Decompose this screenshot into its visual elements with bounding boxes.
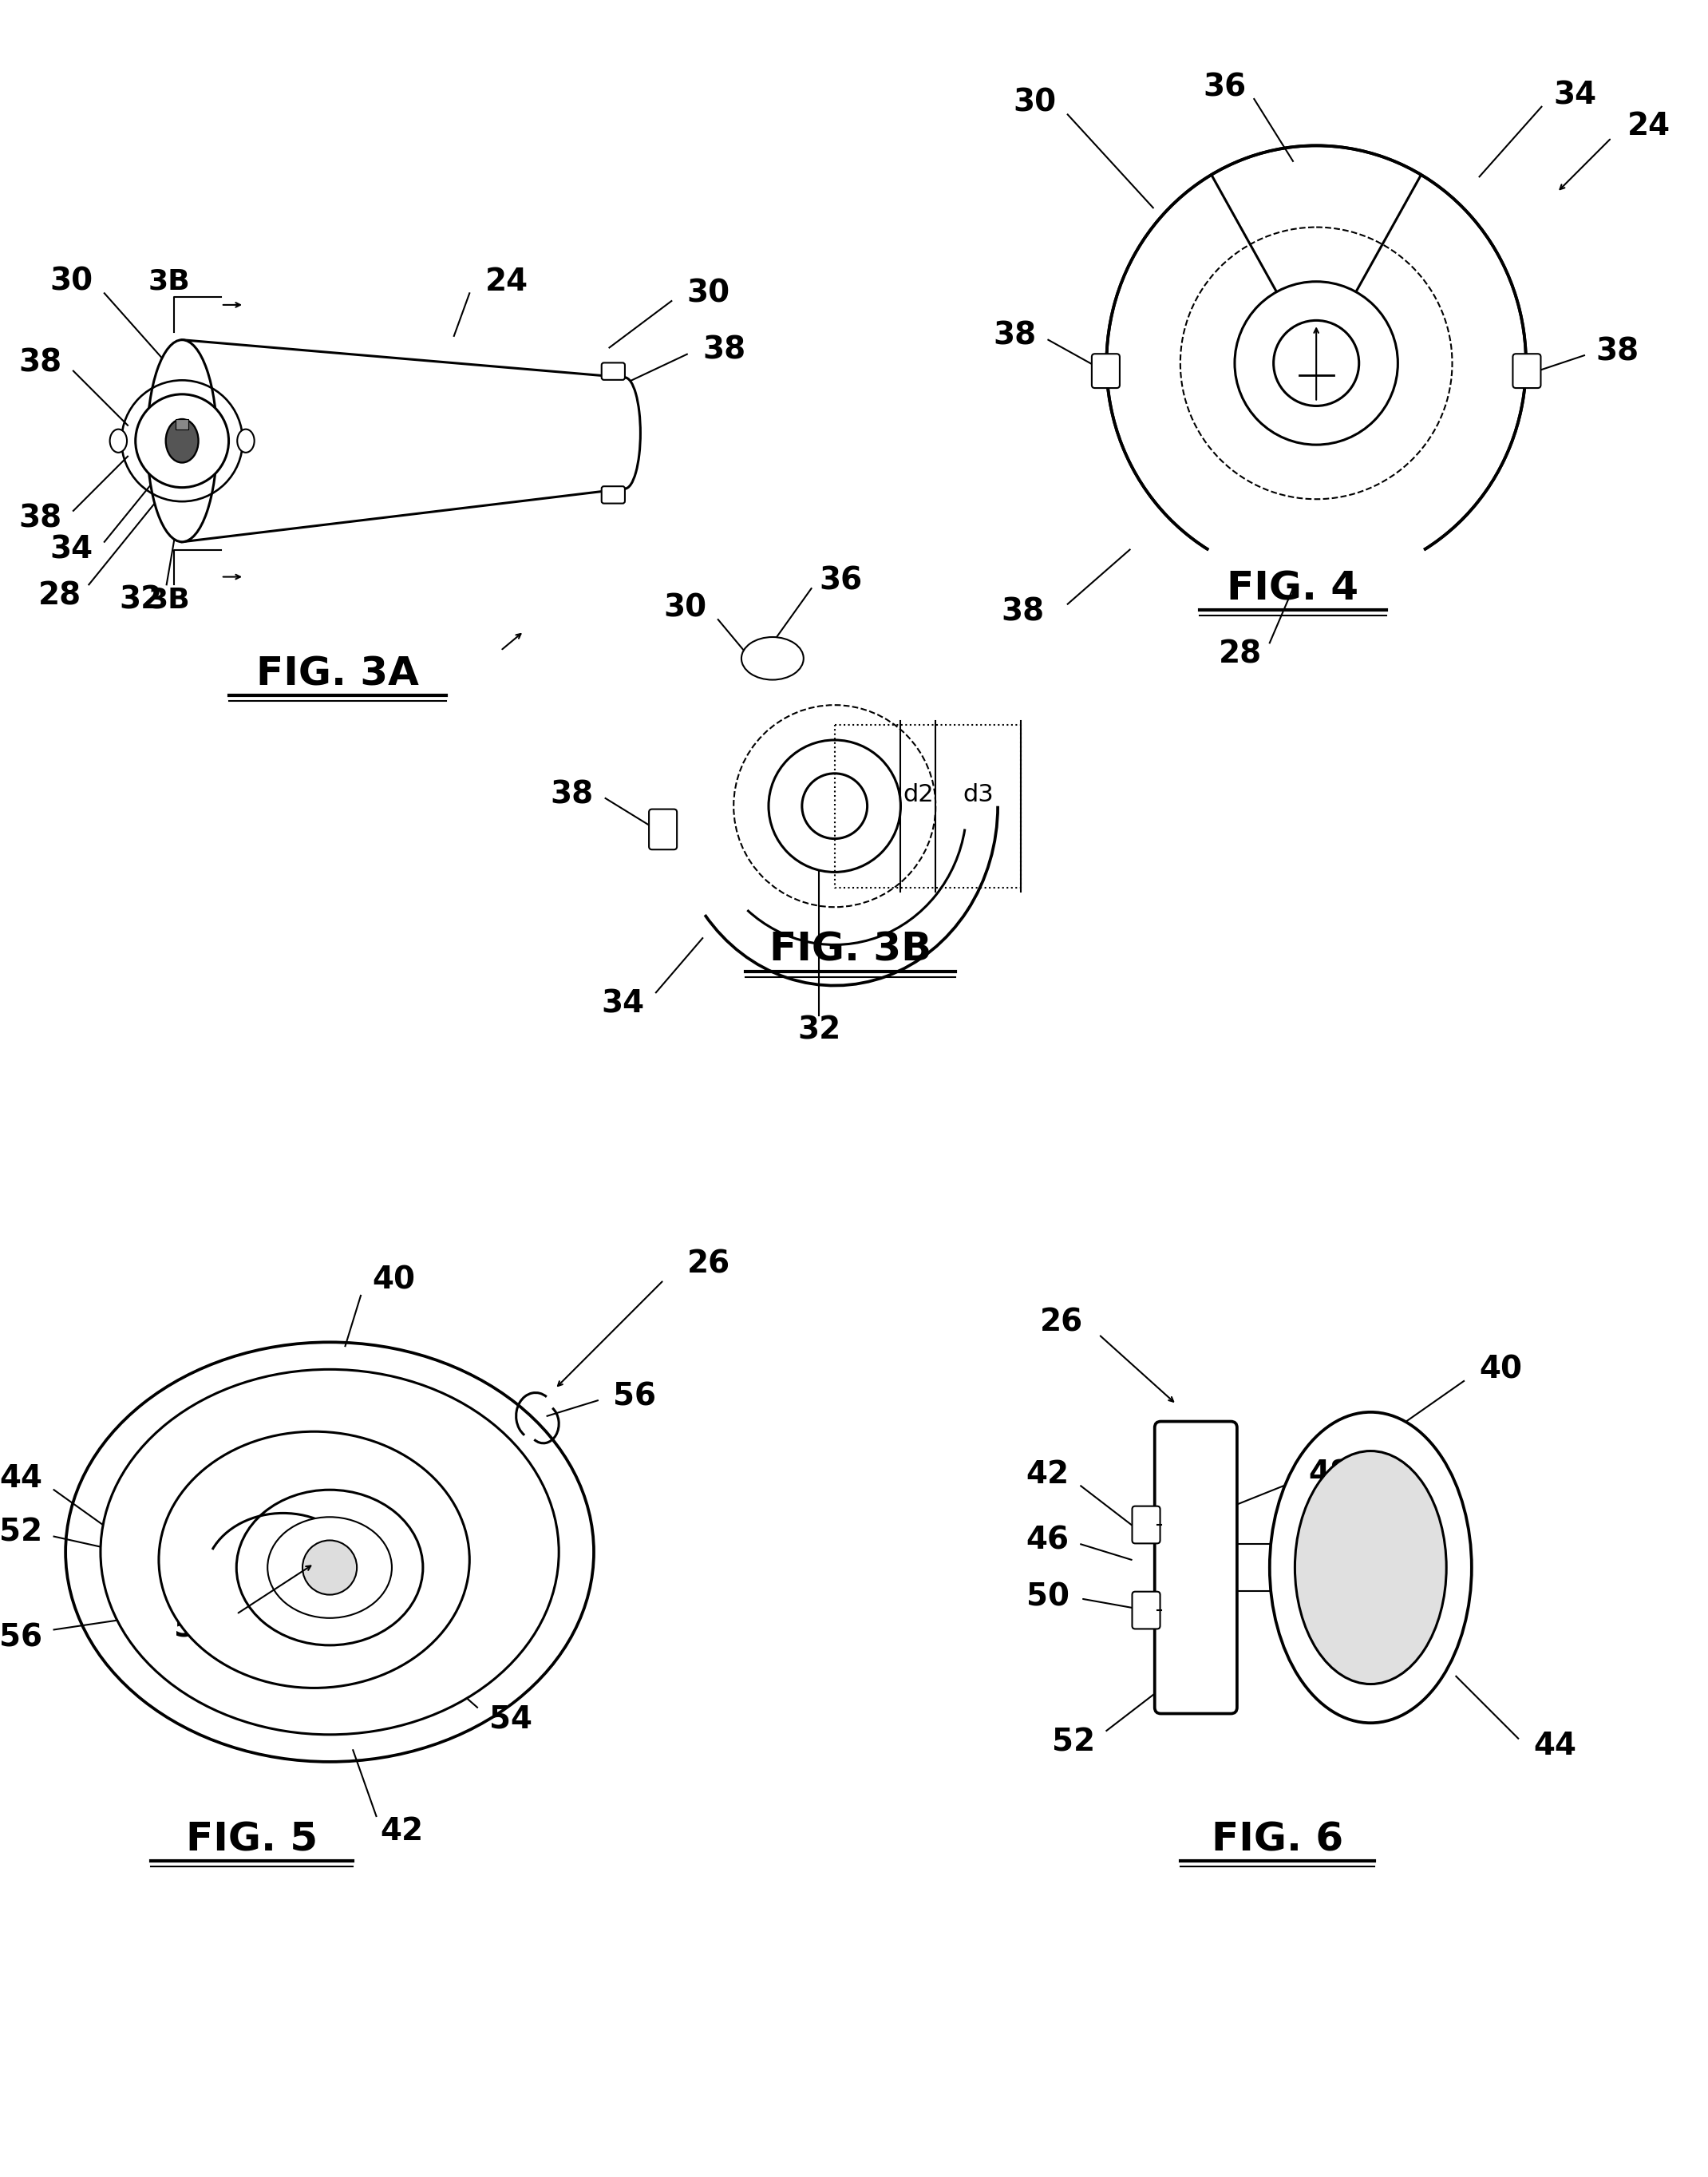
Text: 52: 52 [0,1517,43,1548]
Text: 48: 48 [1308,1459,1351,1489]
Ellipse shape [1107,146,1525,581]
Circle shape [1274,320,1360,405]
Text: 34: 34 [601,988,644,1019]
Text: d3: d3 [963,784,994,805]
Ellipse shape [101,1369,559,1735]
Text: 24: 24 [485,266,528,296]
FancyBboxPatch shape [601,485,625,503]
Text: 36: 36 [820,566,863,596]
Text: 32: 32 [798,1014,840,1045]
Text: FIG. 4: FIG. 4 [1226,570,1360,607]
Text: 30: 30 [687,279,731,309]
Ellipse shape [1295,1452,1447,1685]
Text: 30: 30 [1013,87,1056,118]
Text: 38: 38 [994,320,1037,350]
Text: 28: 28 [38,581,80,612]
FancyBboxPatch shape [1132,1506,1160,1543]
Ellipse shape [237,429,254,453]
Ellipse shape [1269,1413,1472,1722]
FancyBboxPatch shape [1091,355,1120,388]
Ellipse shape [135,394,229,488]
Circle shape [769,740,900,873]
Text: 3B: 3B [149,586,190,614]
Text: 54: 54 [488,1705,531,1735]
Circle shape [1235,281,1397,444]
Text: 40: 40 [1479,1354,1522,1385]
Text: 38: 38 [19,503,61,533]
Ellipse shape [109,429,126,453]
Text: 46: 46 [1027,1526,1069,1557]
Circle shape [803,773,868,838]
Text: FIG. 3A: FIG. 3A [256,655,418,692]
Text: 44: 44 [1534,1731,1576,1761]
Ellipse shape [159,1432,470,1687]
FancyBboxPatch shape [649,810,676,849]
Text: 38: 38 [1001,596,1044,627]
Text: 38: 38 [1595,335,1640,366]
Text: FIG. 5: FIG. 5 [186,1820,318,1859]
FancyBboxPatch shape [601,364,625,379]
Ellipse shape [65,1343,594,1761]
Text: 56: 56 [0,1622,43,1652]
Ellipse shape [147,340,217,542]
Text: 34: 34 [50,536,92,564]
Text: 3B: 3B [149,268,190,296]
Ellipse shape [166,420,198,464]
Text: 34: 34 [1553,81,1597,111]
Text: 30: 30 [663,592,707,623]
Text: 26: 26 [687,1250,731,1280]
Ellipse shape [741,638,803,679]
Text: FIG. 6: FIG. 6 [1211,1820,1342,1859]
FancyBboxPatch shape [1155,1422,1237,1713]
Text: 44: 44 [0,1463,43,1493]
Text: 30: 30 [50,266,92,296]
Circle shape [302,1541,357,1596]
Text: 50: 50 [174,1613,217,1644]
Polygon shape [176,420,188,429]
Ellipse shape [268,1517,391,1618]
Text: 40: 40 [372,1265,415,1295]
Text: 32: 32 [1290,342,1342,377]
Text: 32: 32 [120,586,162,616]
Ellipse shape [610,377,640,488]
Text: 38: 38 [19,348,61,379]
Text: FIG. 3B: FIG. 3B [769,930,931,969]
Text: 38: 38 [550,779,594,810]
Text: 26: 26 [1040,1308,1083,1339]
Text: d2: d2 [904,784,934,805]
FancyBboxPatch shape [1132,1591,1160,1628]
Ellipse shape [236,1489,424,1646]
Text: 42: 42 [381,1816,424,1846]
Text: 42: 42 [1027,1459,1069,1489]
Text: 36: 36 [1202,72,1247,102]
FancyBboxPatch shape [1513,355,1541,388]
Text: 24: 24 [1628,111,1670,142]
Text: 56: 56 [613,1382,656,1411]
Text: 28: 28 [1220,640,1262,671]
Text: 52: 52 [1052,1726,1095,1757]
Text: 38: 38 [702,335,746,366]
Text: d1: d1 [852,784,883,805]
Text: 50: 50 [1027,1583,1069,1613]
